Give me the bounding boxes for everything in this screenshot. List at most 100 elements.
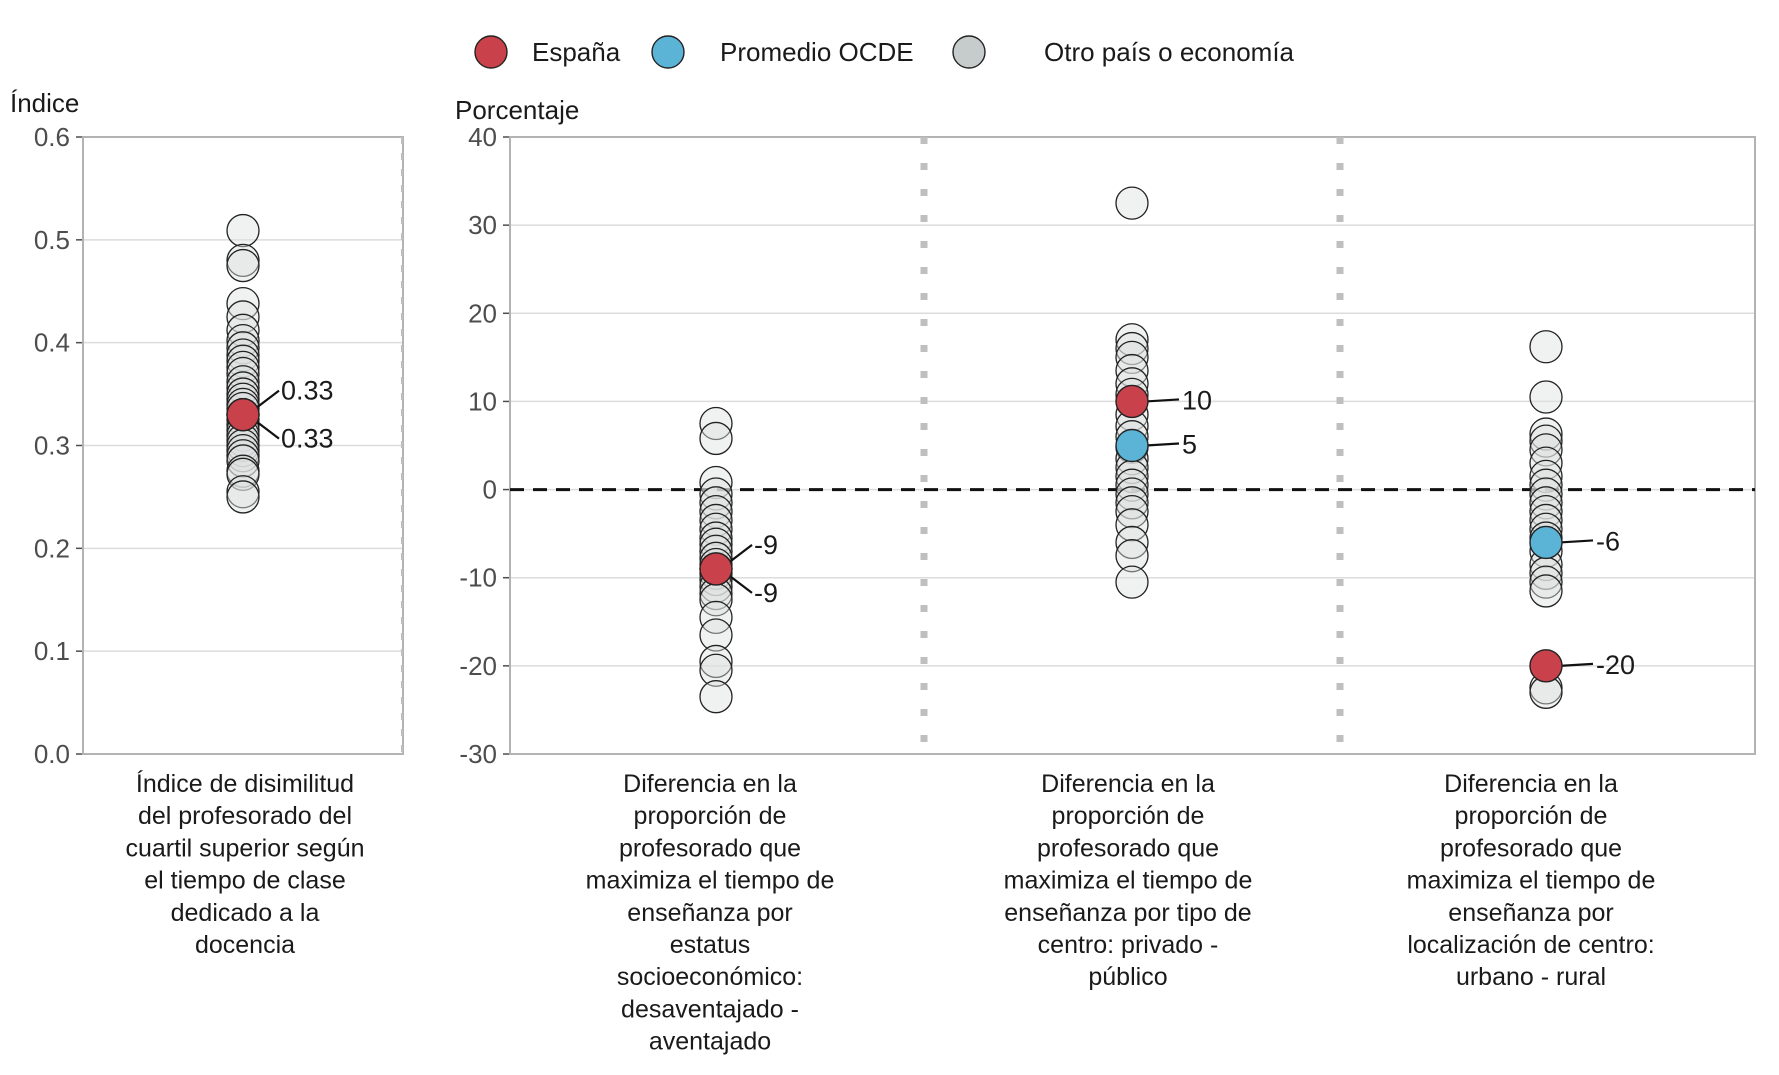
point-other	[1115, 539, 1149, 573]
category-label: Diferencia en la proporción de profesorado…	[586, 770, 835, 1056]
label-espana: 0.33	[281, 376, 334, 406]
point-other	[1115, 525, 1149, 560]
point-other	[1529, 433, 1563, 467]
y-tick-label: 20	[468, 298, 497, 328]
category-label: Diferencia en la proporción de profesorado…	[1004, 770, 1253, 991]
y-tick-label: 0.0	[34, 739, 70, 769]
label-espana: 10	[1182, 385, 1212, 415]
category-label-line: dedicado a la	[171, 899, 320, 927]
point-other	[1115, 494, 1149, 529]
point-other	[699, 600, 733, 635]
point-other	[1529, 486, 1563, 520]
y-tick-label: -20	[459, 651, 497, 681]
category-label-line: urbano - rural	[1456, 963, 1606, 991]
y-tick-label: -10	[459, 563, 497, 593]
category-label-line: del profesorado del	[138, 802, 352, 830]
y-axis-title: Índice	[10, 88, 79, 118]
point-other	[226, 300, 260, 334]
category-label-line: docencia	[195, 931, 295, 959]
category-label-line: proporción de	[1455, 802, 1608, 830]
label-ocde: 0.33	[281, 424, 334, 454]
panel-border	[509, 136, 1756, 755]
point-other	[226, 286, 260, 321]
category-label-line: socioeconómico:	[617, 963, 803, 991]
label-espana: -9	[754, 530, 778, 560]
point-ocde	[1115, 428, 1149, 463]
category-label-line: Índice de disimilitud	[136, 769, 354, 798]
category-label-line: enseñanza por	[627, 899, 792, 927]
point-other	[1529, 380, 1563, 414]
point-espana	[226, 397, 260, 432]
legend-label: Otro país o economía	[1044, 37, 1295, 67]
point-other	[226, 356, 260, 391]
point-other	[1115, 340, 1149, 375]
point-other	[226, 248, 260, 283]
panel-1: 0.0 0.1 0.2 0.3 0.4 0.5 0.6 Índice 0.33 0.33 Índic…	[10, 88, 404, 959]
point-other	[699, 503, 733, 538]
y-tick-label: 30	[468, 210, 497, 240]
point-other	[1115, 477, 1149, 511]
point-other	[699, 421, 733, 456]
category-label-line: proporción de	[1052, 802, 1205, 830]
point-other	[226, 213, 260, 248]
y-tick-label: -30	[459, 739, 497, 769]
y-tick-label: 0.4	[34, 328, 70, 358]
category-label-line: profesorado que	[619, 834, 801, 862]
point-other	[699, 406, 733, 441]
point-espana	[1115, 384, 1149, 419]
point-other	[1529, 468, 1563, 502]
category-label-line: estatus	[670, 931, 751, 959]
point-other	[226, 480, 260, 514]
legend: España Promedio OCDE Otro país o economía	[474, 35, 1295, 69]
label-ocde: 5	[1182, 430, 1197, 460]
category-label-line: el tiempo de clase	[144, 867, 346, 895]
y-tick-label: 0.3	[34, 431, 70, 461]
y-tick-label: 0.2	[34, 533, 70, 563]
category-label-line: Diferencia en la	[1041, 770, 1215, 798]
point-other	[699, 477, 733, 511]
y-tick-label: 0.5	[34, 225, 70, 255]
point-other	[1529, 459, 1563, 494]
point-other	[699, 680, 733, 714]
legend-label: España	[532, 37, 621, 67]
point-other	[226, 444, 260, 478]
category-label-line: maximiza el tiempo de	[586, 867, 835, 895]
category-label-line: enseñanza por	[1448, 899, 1613, 927]
point-other	[226, 313, 260, 347]
category-label-line: localización de centro:	[1407, 931, 1654, 959]
category-label: Índice de disimilitud del profesorado del…	[125, 769, 364, 959]
label-ocde: -6	[1596, 526, 1620, 556]
category-label-line: cuartil superior según	[125, 834, 364, 862]
point-ocde	[1529, 525, 1563, 560]
point-other	[1115, 186, 1149, 220]
point-espana	[699, 552, 733, 586]
label-ocde-leader	[1559, 539, 1594, 544]
category-label-line: maximiza el tiempo de	[1004, 867, 1253, 895]
label-ocde-leader	[1145, 442, 1180, 447]
point-espana	[1529, 649, 1563, 683]
point-other	[699, 486, 733, 520]
category-label-line: Diferencia en la	[1444, 770, 1618, 798]
point-other	[1529, 330, 1563, 364]
category-label-line: maximiza el tiempo de	[1407, 867, 1656, 895]
y-tick-label: 0.6	[34, 122, 70, 152]
legend-marker	[474, 35, 508, 69]
category-label-line: desaventajado -	[621, 995, 799, 1023]
category-label-line: Diferencia en la	[623, 770, 797, 798]
y-tick-label: 0.1	[34, 636, 70, 666]
point-other	[1115, 468, 1149, 502]
point-other	[226, 457, 260, 491]
category-label-line: aventajado	[649, 1028, 771, 1056]
point-other	[1115, 508, 1149, 542]
category-label-line: centro: privado -	[1038, 931, 1219, 959]
label-espana: -20	[1596, 650, 1635, 680]
y-tick-label: 10	[468, 386, 497, 416]
label-espana-leader	[1145, 398, 1180, 403]
y-axis-title: Porcentaje	[455, 95, 579, 125]
point-other	[699, 644, 733, 679]
point-other	[1529, 574, 1563, 608]
point-other	[1115, 323, 1149, 357]
category-label-line: enseñanza por tipo de	[1004, 899, 1251, 927]
